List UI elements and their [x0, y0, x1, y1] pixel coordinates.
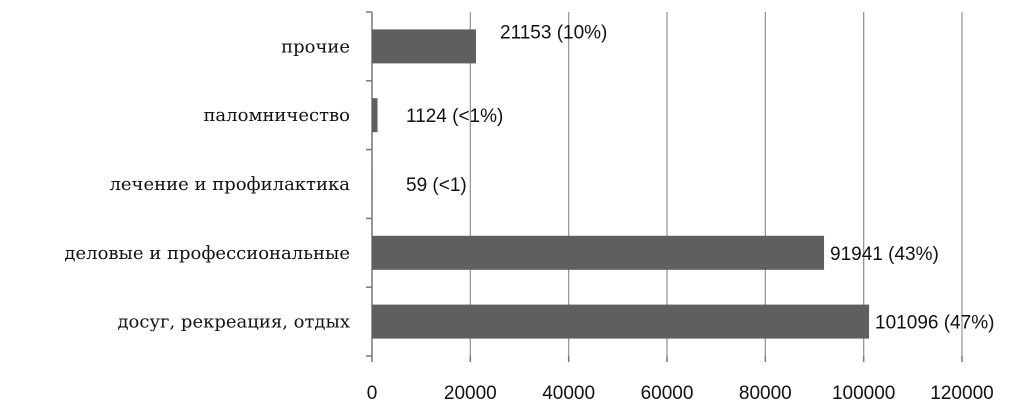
data-label: 101096 (47%) [875, 313, 994, 334]
gridlines [469, 12, 963, 356]
bar [372, 235, 825, 270]
bars [372, 29, 870, 339]
data-label: 59 (<1) [406, 175, 467, 196]
data-label: 91941 (43%) [830, 244, 939, 265]
data-label: 1124 (<1%) [406, 106, 503, 127]
bar [372, 304, 870, 339]
category-label: досуг, рекреация, отдых [117, 312, 350, 333]
bar [372, 29, 477, 64]
labels: 0 20000 40000 60000 80000 100000 120000 досуг, … [64, 22, 994, 404]
x-tick-label: 60000 [641, 383, 694, 404]
x-tick-label: 20000 [444, 383, 497, 404]
category-label: прочие [281, 36, 350, 57]
x-tick-label: 80000 [739, 383, 792, 404]
data-label: 21153 (10%) [500, 22, 607, 43]
x-tick-label: 120000 [930, 383, 993, 404]
x-tick-label: 100000 [832, 383, 895, 404]
category-label: деловые и профессиональные [64, 243, 350, 264]
x-tick-label: 0 [367, 383, 378, 404]
category-label: паломничество [203, 105, 350, 126]
category-label: лечение и профилактика [109, 174, 350, 195]
x-tick-label: 40000 [542, 383, 595, 404]
bar [372, 98, 378, 133]
